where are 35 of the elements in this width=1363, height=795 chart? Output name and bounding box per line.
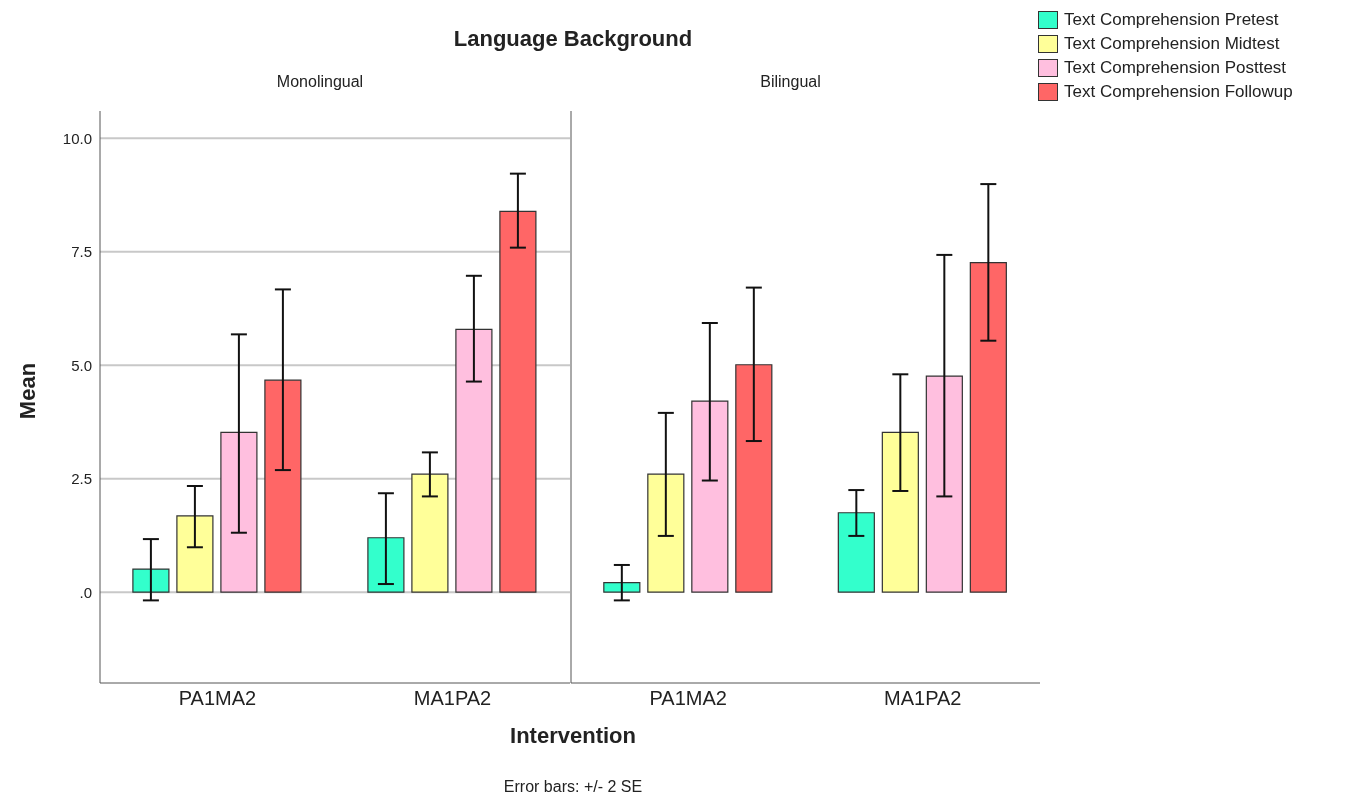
x-tick-label: MA1PA2 [884, 687, 962, 710]
bar [132, 568, 170, 593]
legend-label: Text Comprehension Posttest [1064, 58, 1287, 78]
x-tick-label: PA1MA2 [649, 687, 727, 710]
bar [264, 379, 302, 593]
bar [176, 515, 214, 593]
bar [603, 582, 641, 593]
bar [411, 473, 449, 593]
x-axis-title: Intervention [509, 723, 637, 749]
bar [881, 431, 919, 593]
chart-title: Language Background [452, 26, 694, 52]
bar [969, 262, 1007, 593]
x-tick-label: PA1MA2 [178, 687, 257, 710]
legend-label: Text Comprehension Pretest [1064, 10, 1279, 30]
legend-label: Text Comprehension Followup [1064, 82, 1293, 102]
y-tick-label: .0 [79, 583, 92, 601]
bar [735, 364, 773, 593]
y-tick-label: 5.0 [71, 356, 92, 374]
bar [837, 512, 875, 593]
bar [220, 431, 258, 593]
bar [925, 375, 963, 593]
chart-subtitle: Monolingual [275, 73, 365, 91]
legend-label: Text Comprehension Midtest [1064, 34, 1280, 54]
y-tick-label: 2.5 [71, 470, 92, 488]
chart-subtitle: Bilingual [759, 73, 822, 91]
bar [367, 537, 405, 593]
bar [691, 400, 729, 593]
x-tick-label: MA1PA2 [413, 687, 492, 710]
text: Error bars: +/- 2 SE [502, 778, 644, 795]
bar [455, 328, 493, 593]
y-tick-label: 10.0 [62, 129, 92, 147]
y-axis-title: Mean [15, 361, 41, 422]
bar [499, 210, 537, 593]
y-tick-label: 7.5 [71, 243, 92, 261]
bar [647, 473, 685, 593]
